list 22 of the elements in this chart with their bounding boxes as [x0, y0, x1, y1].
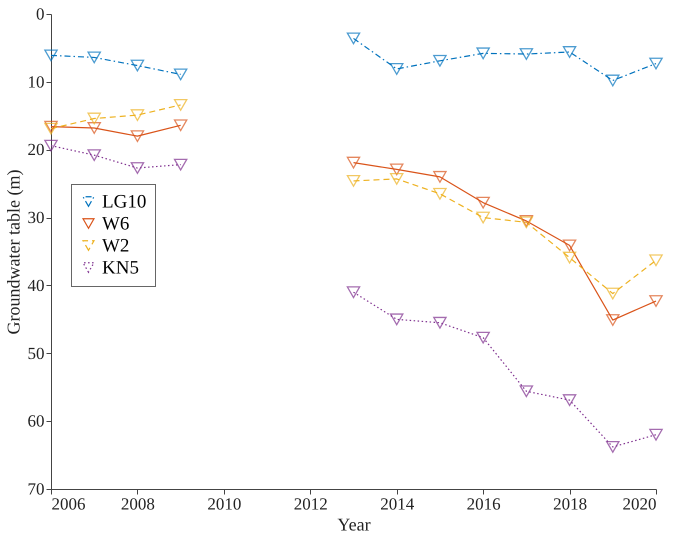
y-tick-label: 70 [28, 480, 44, 498]
y-tick-label: 20 [28, 140, 44, 160]
y-tick-label: 60 [28, 412, 44, 431]
x-tick-label: 2010 [207, 494, 242, 514]
y-tick-label: 50 [28, 344, 44, 363]
legend-label: KN5 [102, 258, 139, 278]
legend-label: LG10 [102, 192, 146, 212]
y-axis-title: Groundwater table (m) [4, 170, 24, 334]
x-tick-label: 2016 [466, 494, 501, 514]
x-tick-label: 2018 [553, 494, 588, 514]
x-tick-label: 2008 [120, 494, 155, 514]
y-tick-label: 40 [28, 276, 44, 295]
y-tick-label: 10 [28, 72, 44, 92]
y-tick-label: 30 [28, 208, 44, 228]
x-tick-label: 2020 [622, 494, 656, 514]
legend-label: W2 [102, 236, 130, 256]
x-tick-label: 2014 [380, 494, 415, 514]
y-tick-label: 0 [36, 4, 44, 24]
legend-label: W6 [102, 214, 130, 234]
x-tick-label: 2006 [52, 494, 86, 514]
x-axis-title: Year [337, 514, 371, 534]
x-tick-label: 2012 [294, 494, 328, 514]
